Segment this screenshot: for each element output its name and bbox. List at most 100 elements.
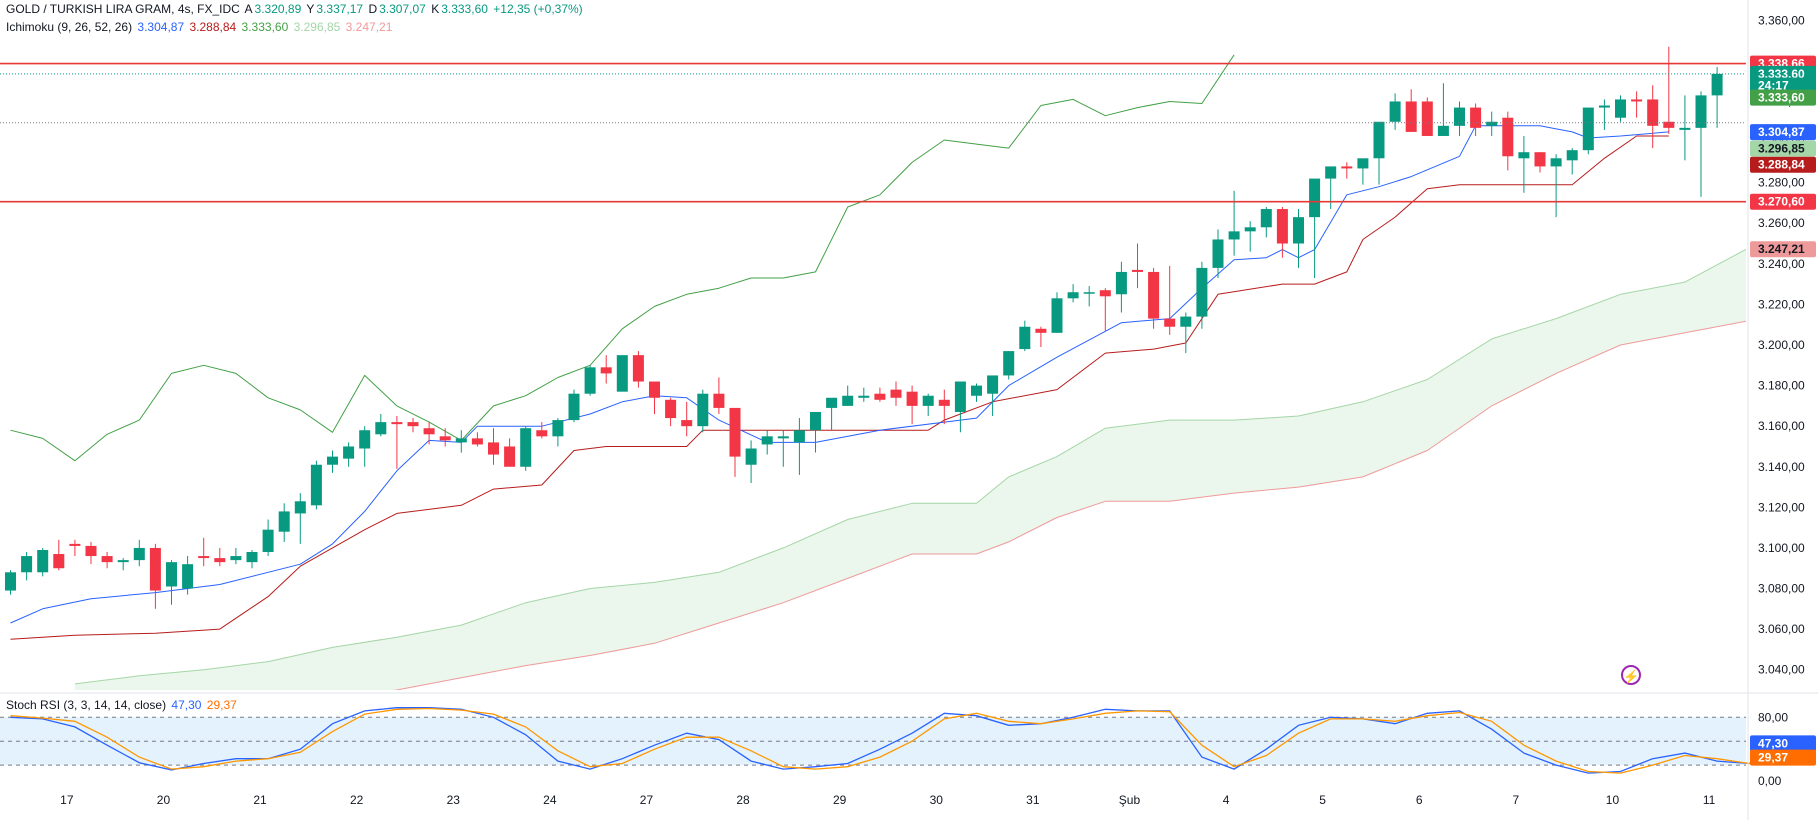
candle (1405, 101, 1417, 132)
change-value: +12,35 (+0,37%) (493, 2, 583, 16)
x-tick-label: 22 (350, 793, 364, 807)
y-tick-label: 3.060,00 (1758, 622, 1805, 636)
candle (906, 391, 918, 406)
ichimoku-span-a-value: 3.296,85 (293, 20, 341, 34)
stoch-badge-bg (1750, 749, 1816, 766)
ichimoku-lagging-line (10, 54, 1235, 462)
candle (890, 389, 902, 398)
candle (1003, 351, 1015, 376)
candle (520, 428, 532, 467)
stoch-d-line (10, 707, 1782, 774)
candle (69, 543, 81, 546)
y-tick-label: 3.220,00 (1758, 297, 1805, 311)
lightning-icon[interactable]: ⚡ (1621, 665, 1641, 685)
x-tick-label: 28 (736, 793, 750, 807)
stoch-d-value: 29,37 (206, 698, 237, 712)
candle (987, 375, 999, 394)
candle (1437, 125, 1449, 136)
candle (971, 385, 982, 396)
candle (697, 393, 709, 427)
price-badge-text: 3.304,87 (1758, 125, 1805, 139)
y-tick-label: 3.200,00 (1758, 338, 1805, 352)
candle (649, 381, 660, 398)
candle (5, 572, 16, 591)
candle (1582, 107, 1594, 151)
candle (938, 399, 950, 406)
ichimoku-legend[interactable]: Ichimoku (9, 26, 52, 26) 3.304,87 3.288,… (6, 20, 394, 34)
stoch-badge-text: 29,37 (1758, 751, 1788, 765)
candle (407, 422, 419, 427)
x-tick-label: 17 (60, 793, 74, 807)
candle (713, 393, 725, 408)
price-badge-text: 24:17 (1758, 79, 1789, 93)
candle (166, 562, 177, 587)
candle (793, 430, 805, 443)
candle (1276, 209, 1288, 244)
stoch-badge-text: 47,30 (1758, 736, 1788, 750)
candle (1196, 267, 1208, 317)
x-tick-label: 27 (640, 793, 654, 807)
close-label: K (431, 2, 440, 16)
candle (262, 529, 274, 552)
price-badge-text: 3.296,85 (1758, 141, 1805, 155)
stoch-badge-bg (1750, 735, 1816, 752)
candle (504, 446, 516, 467)
candle (1454, 107, 1465, 126)
stoch-rsi-legend[interactable]: Stoch RSI (3, 3, 14, 14, close) 47,30 29… (6, 698, 239, 712)
candle (1421, 101, 1433, 136)
candle (117, 560, 129, 563)
candle (439, 436, 451, 441)
low-value: 3.307,07 (379, 2, 426, 16)
candle (665, 399, 677, 419)
y-tick-label: 3.080,00 (1758, 582, 1805, 596)
x-tick-label: 20 (157, 793, 171, 807)
candle (1051, 298, 1063, 333)
x-tick-label: 23 (447, 793, 461, 807)
price-badge-text: 3.247,21 (1758, 242, 1805, 256)
candle (729, 407, 741, 457)
candle (85, 545, 97, 557)
high-label: Y (306, 2, 315, 16)
candle (1083, 292, 1095, 294)
candle (471, 438, 483, 445)
candle (1389, 101, 1401, 122)
open-value: 3.320,89 (254, 2, 302, 16)
symbol-legend: GOLD / TURKISH LIRA GRAM, 4s, FX_IDC A 3.… (6, 2, 585, 16)
low-label: D (368, 2, 378, 16)
x-tick-label: 11 (1703, 793, 1716, 807)
stoch-badge: 29,37 (1750, 749, 1816, 766)
candle (423, 428, 435, 435)
ichimoku-base-value: 3.288,84 (189, 20, 237, 34)
candle (1309, 178, 1321, 218)
y-tick-label: 3.160,00 (1758, 419, 1805, 433)
candle (922, 395, 934, 406)
candle (1631, 99, 1643, 102)
candle (1647, 99, 1659, 126)
price-badge: 3.247,21 (1750, 241, 1816, 258)
price-badge: 3.288,84 (1750, 156, 1816, 173)
candle (21, 556, 33, 573)
open-label: A (244, 2, 253, 16)
price-badge-text: 3.333,60 (1758, 67, 1805, 81)
x-tick-label: 5 (1319, 793, 1326, 807)
candle (1115, 271, 1127, 295)
candle (1341, 166, 1353, 169)
candle (1019, 326, 1031, 350)
x-tick-label: 30 (930, 793, 944, 807)
price-badge-bg (1750, 156, 1816, 173)
x-tick-label: 29 (833, 793, 847, 807)
candle (1067, 292, 1079, 299)
x-tick-label: 24 (543, 793, 557, 807)
ichimoku-lagging-value: 3.333,60 (241, 20, 289, 34)
candle (1518, 152, 1530, 159)
candle (278, 511, 290, 532)
y-tick-label: 3.360,00 (1758, 13, 1805, 27)
candle (488, 442, 499, 455)
candle (1132, 269, 1143, 272)
candle (552, 420, 564, 437)
candle (1598, 105, 1610, 108)
candle (1228, 231, 1240, 240)
candle (1486, 121, 1498, 126)
ichimoku-span-b-line (392, 320, 1746, 690)
